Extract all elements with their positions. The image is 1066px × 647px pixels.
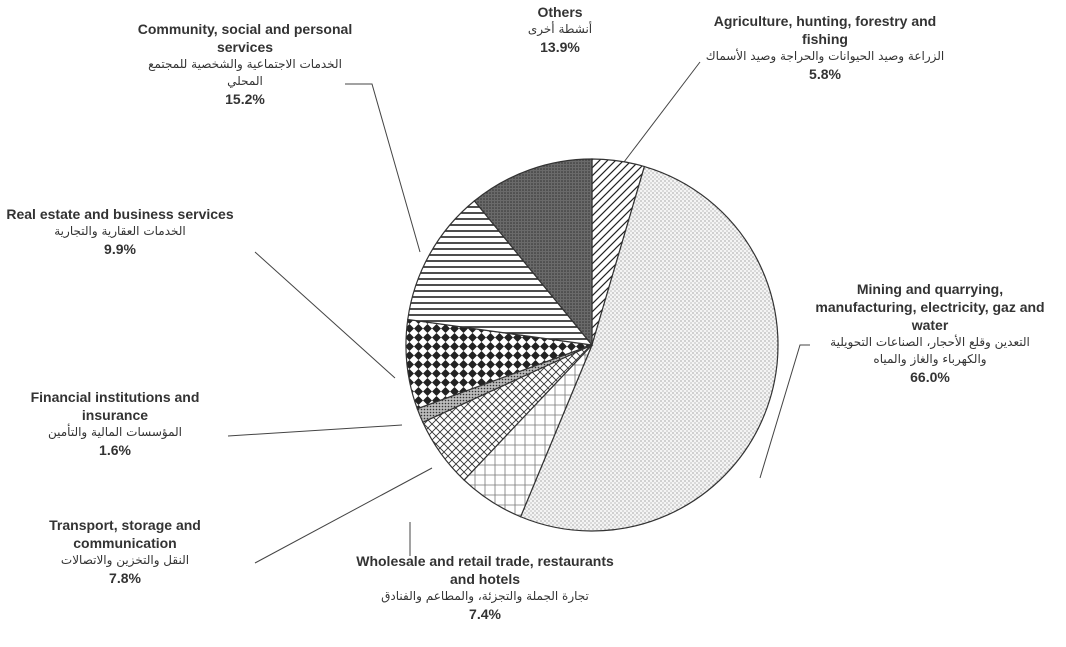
label-english: Agriculture, hunting, forestry and fishi…: [713, 13, 937, 47]
label-english: Financial institutions and insurance: [30, 389, 200, 423]
pie-slice: [473, 158, 593, 347]
value-label: 13.9%: [540, 39, 580, 55]
slice-label: Real estate and business services الخدمات…: [5, 205, 235, 258]
value-label: 9.9%: [104, 241, 136, 257]
pie-slice: [519, 165, 779, 532]
label-arabic: أنشطة أخرى: [527, 22, 593, 36]
value-label: 1.6%: [99, 442, 131, 458]
pie-slice: [407, 200, 594, 346]
label-english: Community, social and personal services: [137, 21, 353, 55]
slice-label: Agriculture, hunting, forestry and fishi…: [700, 12, 950, 83]
leader-line: [759, 344, 810, 479]
slice-label: Financial institutions and insurance المؤ…: [0, 388, 230, 459]
value-label: 7.4%: [469, 606, 501, 622]
leader-lines: [227, 61, 810, 564]
label-arabic: تجارة الجملة والتجزئة، والمطاعم والفنادق: [381, 589, 589, 603]
label-english: Transport, storage and communication: [49, 517, 201, 551]
value-label: 66.0%: [910, 369, 950, 385]
value-label: 5.8%: [809, 66, 841, 82]
slice-label: Community, social and personal services ا…: [130, 20, 360, 108]
label-arabic: المؤسسات المالية والتأمين: [47, 425, 182, 439]
label-arabic: الزراعة وصيد الحيوانات والحراجة وصيد الأ…: [705, 49, 945, 63]
label-english: Wholesale and retail trade, restaurants …: [356, 553, 614, 587]
slice-label: Transport, storage and communication النق…: [10, 516, 240, 587]
value-label: 7.8%: [109, 570, 141, 586]
value-label: 15.2%: [225, 91, 265, 107]
label-arabic: الخدمات الاجتماعية والشخصية للمجتمع المح…: [148, 57, 342, 88]
label-arabic: التعدين وقلع الأحجار، الصناعات التحويلية…: [830, 335, 1030, 366]
slice-label: Wholesale and retail trade, restaurants …: [355, 552, 615, 623]
label-english: Others: [537, 4, 583, 20]
leader-line: [623, 61, 701, 163]
slice-label: Others أنشطة أخرى 13.9%: [480, 3, 640, 56]
leader-line: [227, 424, 403, 437]
label-arabic: الخدمات العقارية والتجارية: [54, 224, 186, 238]
leader-line: [254, 467, 433, 564]
slice-label: Mining and quarrying, manufacturing, ele…: [810, 280, 1050, 386]
leader-line: [254, 251, 396, 379]
label-english: Mining and quarrying, manufacturing, ele…: [815, 281, 1045, 333]
label-arabic: النقل والتخزين والاتصالات: [60, 553, 190, 567]
leader-line: [345, 83, 421, 253]
label-english: Real estate and business services: [6, 206, 234, 222]
